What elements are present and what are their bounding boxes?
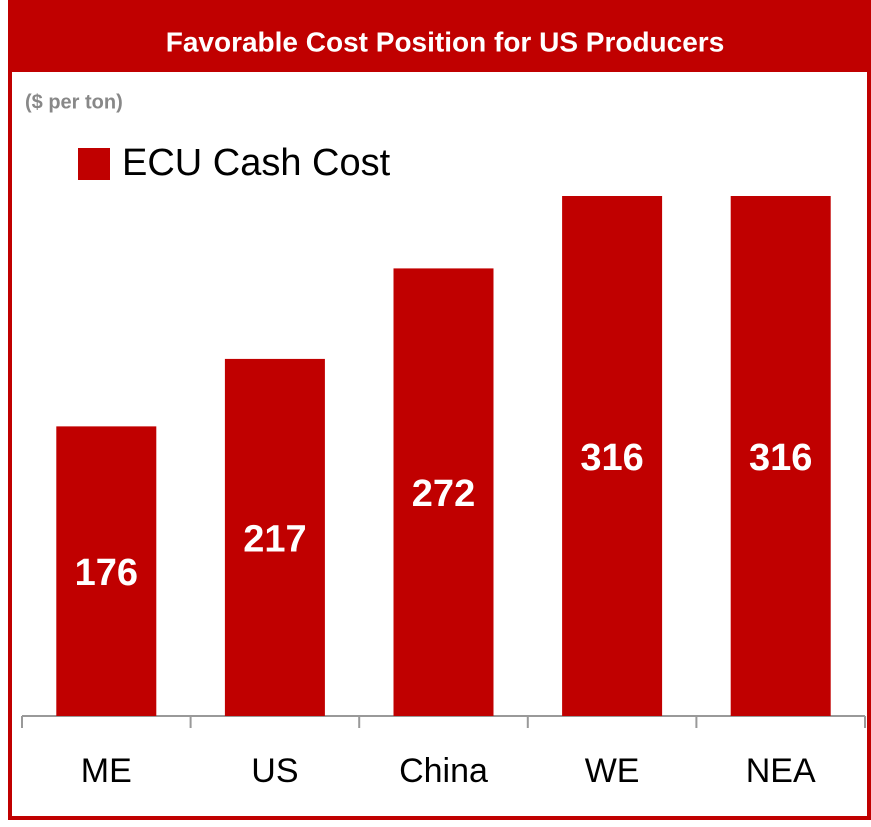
chart-title: Favorable Cost Position for US Producers (166, 26, 725, 57)
bar (56, 426, 157, 716)
value-label: 217 (243, 518, 306, 560)
x-tick-label: WE (585, 752, 640, 790)
title-bar (10, 0, 871, 72)
value-label: 272 (412, 473, 475, 515)
value-label: 316 (749, 437, 812, 479)
value-label: 176 (75, 552, 138, 594)
bar (224, 358, 325, 716)
legend-label: ECU Cash Cost (122, 142, 391, 184)
subtitle: ($ per ton) (25, 91, 123, 113)
bar (393, 268, 494, 716)
x-tick-label: ME (81, 752, 132, 790)
value-label: 316 (580, 437, 643, 479)
legend-swatch (78, 148, 110, 180)
bar (562, 196, 663, 716)
x-tick-label: China (399, 752, 488, 790)
x-tick-label: NEA (746, 752, 816, 790)
bar (730, 196, 831, 716)
x-tick-label: US (251, 752, 298, 790)
